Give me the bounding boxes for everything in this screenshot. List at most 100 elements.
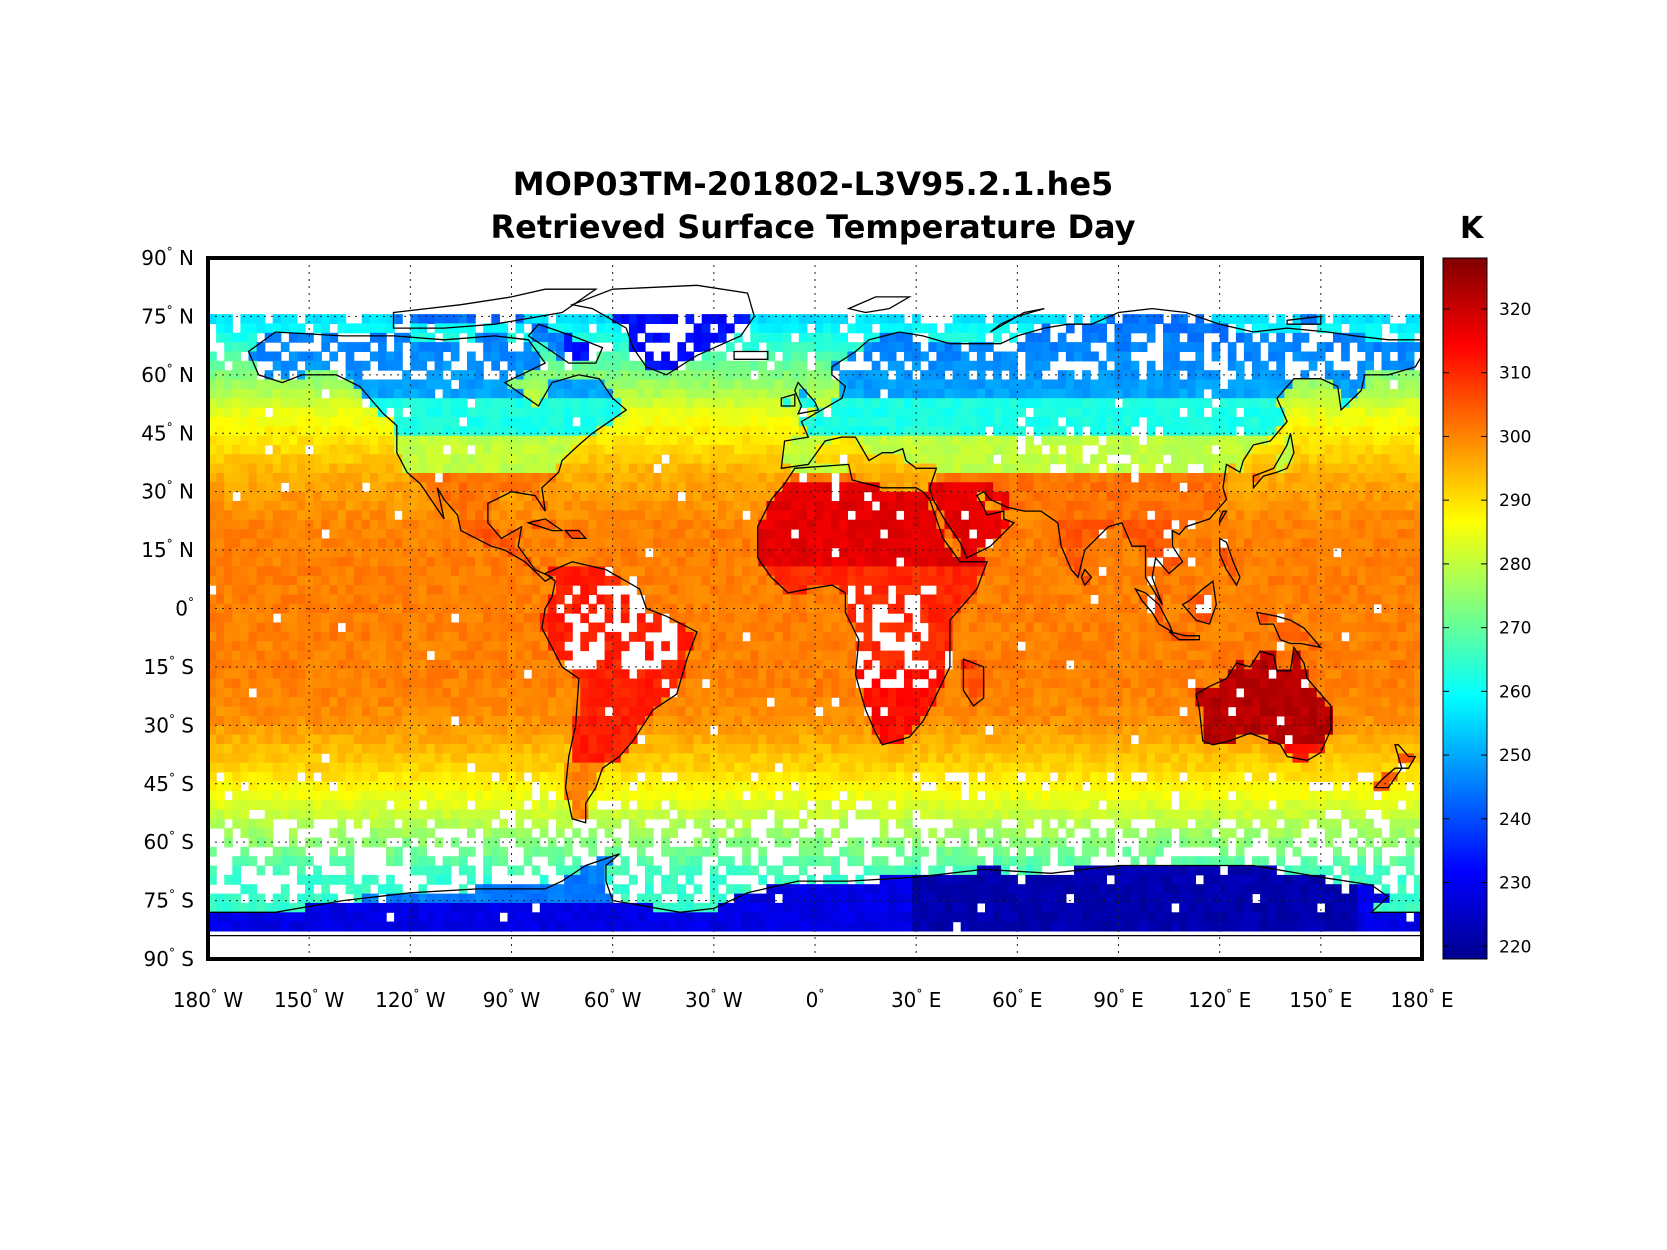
field-cell: [1179, 566, 1188, 577]
field-cell: [418, 613, 428, 624]
field-cell: [1090, 351, 1099, 362]
field-cell: [645, 519, 654, 530]
field-cell: [1365, 622, 1374, 633]
field-cell: [1090, 613, 1099, 624]
field-cell: [483, 538, 492, 549]
field-cell: [1195, 510, 1205, 521]
field-cell: [936, 370, 946, 381]
field-cell: [612, 529, 622, 539]
field-cell: [240, 501, 250, 511]
field-cell: [240, 398, 250, 409]
field-cell: [450, 314, 460, 324]
field-cell: [1308, 594, 1318, 605]
field-cell: [1146, 501, 1156, 511]
field-cell: [863, 388, 873, 399]
field-cell: [823, 566, 832, 577]
field-cell: [669, 407, 678, 418]
field-cell: [968, 613, 978, 624]
field-cell: [661, 444, 670, 455]
field-cell: [1243, 482, 1253, 493]
field-cell: [475, 622, 484, 633]
field-cell: [402, 501, 411, 511]
field-cell: [483, 426, 492, 437]
field-cell: [1049, 585, 1059, 595]
field-cell: [1187, 370, 1196, 381]
field-cell: [1065, 454, 1075, 465]
field-cell: [636, 379, 646, 390]
field-cell: [523, 416, 533, 427]
field-cell: [588, 631, 598, 642]
field-cell: [418, 435, 428, 446]
field-cell: [612, 491, 622, 502]
field-cell: [305, 501, 314, 511]
field-cell: [1065, 342, 1075, 352]
field-cell: [475, 603, 484, 614]
field-cell: [369, 332, 379, 343]
field-cell: [1025, 650, 1035, 661]
field-cell: [620, 314, 630, 324]
field-cell: [539, 631, 549, 642]
field-cell: [855, 473, 865, 483]
field-cell: [1130, 613, 1140, 624]
field-cell: [434, 351, 444, 362]
field-cell: [564, 566, 573, 577]
field-cell: [1122, 416, 1132, 427]
field-cell: [475, 444, 484, 455]
field-cell: [831, 454, 840, 465]
field-cell: [491, 529, 500, 539]
field-cell: [904, 566, 913, 577]
field-cell: [1365, 594, 1374, 605]
field-cell: [1373, 510, 1383, 521]
field-cell: [240, 314, 250, 324]
field-cell: [483, 351, 492, 362]
field-cell: [386, 314, 395, 324]
field-cell: [1106, 473, 1116, 483]
field-cell: [418, 557, 428, 567]
field-cell: [968, 473, 978, 483]
field-cell: [960, 351, 970, 362]
field-cell: [208, 454, 217, 465]
field-cell: [790, 622, 800, 633]
field-cell: [985, 519, 994, 530]
field-cell: [547, 519, 557, 530]
field-cell: [1203, 426, 1213, 437]
field-cell: [386, 444, 395, 455]
field-cell: [887, 332, 897, 343]
field-cell: [345, 631, 355, 642]
field-cell: [1324, 622, 1334, 633]
field-cell: [297, 482, 306, 493]
field-cell: [240, 444, 250, 455]
field-cell: [1211, 641, 1221, 652]
field-cell: [321, 575, 330, 586]
field-cell: [1025, 603, 1035, 614]
field-cell: [693, 473, 703, 483]
field-cell: [726, 323, 735, 334]
field-cell: [531, 631, 541, 642]
field-cell: [636, 360, 646, 371]
field-cell: [1098, 585, 1107, 595]
field-cell: [361, 342, 371, 352]
field-cell: [993, 510, 1002, 521]
field-cell: [928, 435, 937, 446]
field-cell: [434, 575, 444, 586]
field-cell: [904, 557, 913, 567]
field-cell: [1122, 332, 1132, 343]
field-cell: [734, 426, 743, 437]
field-cell: [1090, 398, 1099, 409]
field-cell: [556, 557, 565, 567]
field-cell: [1324, 342, 1334, 352]
field-cell: [693, 323, 703, 334]
field-cell: [871, 426, 881, 437]
field-cell: [523, 342, 533, 352]
field-cell: [636, 435, 646, 446]
field-cell: [1292, 388, 1302, 399]
field-cell: [912, 538, 921, 549]
field-cell: [1203, 379, 1213, 390]
field-cell: [256, 416, 266, 427]
field-cell: [434, 650, 444, 661]
field-cell: [588, 603, 598, 614]
field-cell: [863, 482, 873, 493]
field-cell: [426, 538, 436, 549]
field-cell: [612, 454, 622, 465]
field-cell: [653, 314, 662, 324]
